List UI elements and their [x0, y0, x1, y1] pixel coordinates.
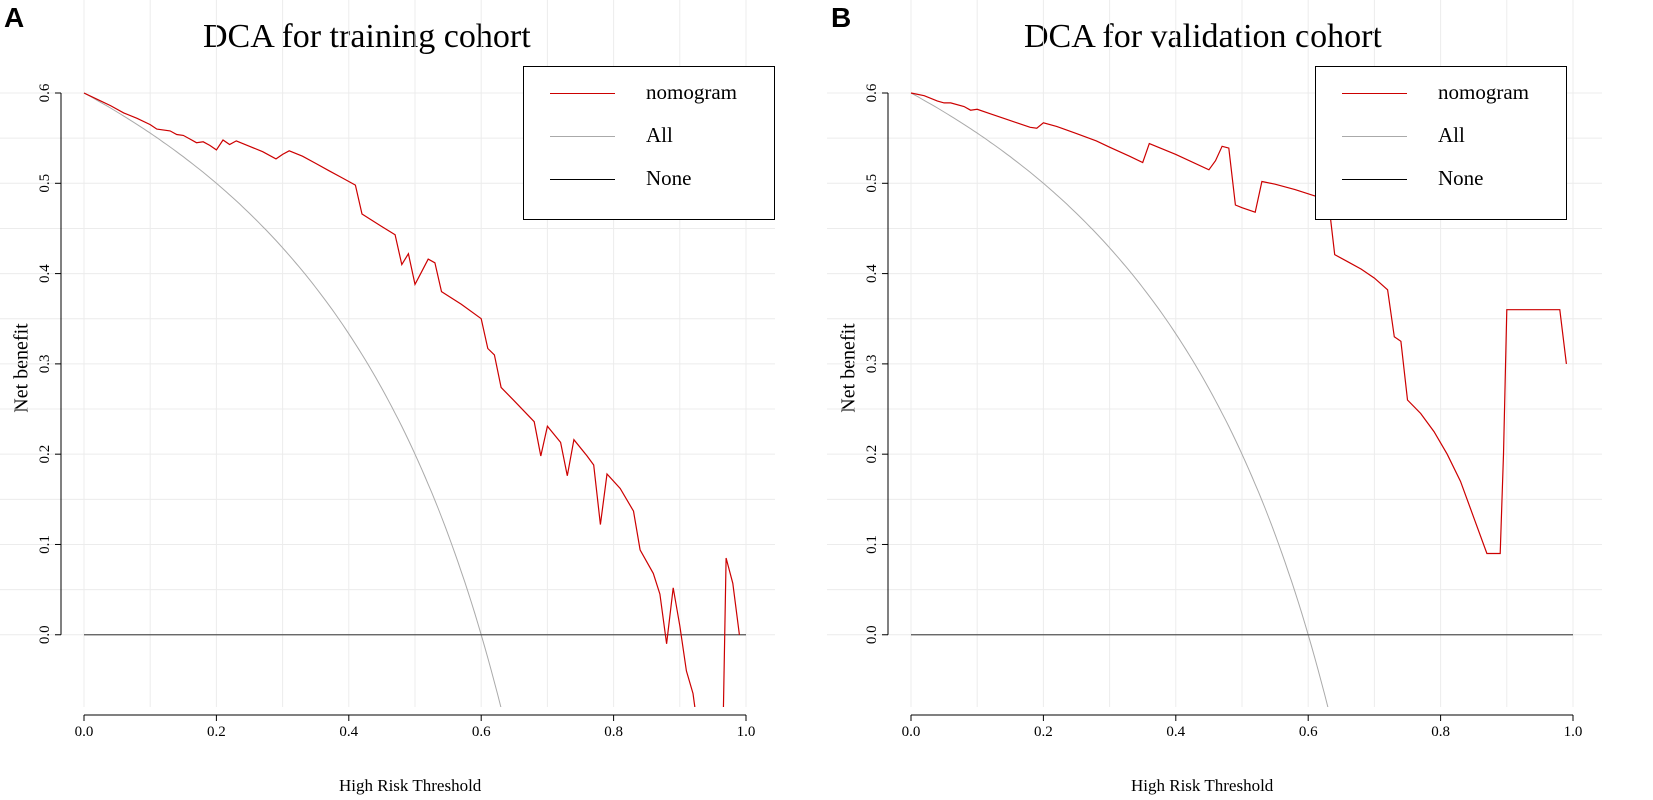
y-tick-label: 0.2 — [37, 445, 53, 464]
series-all-line — [83, 92, 502, 707]
x-tick-label: 1.0 — [1564, 724, 1583, 740]
y-tick-label: 0.4 — [864, 264, 880, 283]
y-tick-label: 0.3 — [37, 355, 53, 374]
chart-title: DCA for validation cohort — [1024, 18, 1382, 55]
x-tick-label: 0.8 — [604, 724, 623, 740]
x-tick-label: 0.0 — [902, 724, 921, 740]
y-tick-label: 0.0 — [864, 625, 880, 644]
chart-title: DCA for training cohort — [203, 18, 531, 55]
y-tick-label: 0.3 — [864, 355, 880, 374]
chart-panel: B DCA for validation cohort Net benefit … — [827, 0, 1653, 800]
series-all-line — [910, 92, 1329, 707]
x-tick-label: 0.2 — [1034, 724, 1053, 740]
x-axis-label: High Risk Threshold — [339, 776, 482, 795]
y-tick-label: 0.2 — [864, 445, 880, 464]
x-tick-label: 0.2 — [207, 724, 226, 740]
legend-entry: nomogram — [1316, 79, 1566, 109]
x-tick-label: 0.6 — [472, 724, 491, 740]
legend: nomogram All None — [523, 66, 775, 220]
x-tick-label: 0.8 — [1431, 724, 1450, 740]
legend-label: nomogram — [646, 80, 737, 104]
legend-swatch — [1342, 179, 1407, 180]
legend-label: nomogram — [1438, 80, 1529, 104]
x-tick-label: 1.0 — [737, 724, 756, 740]
legend-entry: None — [1316, 165, 1566, 195]
legend-label: All — [1438, 123, 1465, 147]
panel-letter: A — [4, 2, 25, 33]
x-tick-label: 0.0 — [75, 724, 94, 740]
x-tick-label: 0.4 — [1166, 724, 1185, 740]
legend-swatch — [550, 93, 615, 94]
legend-entry: None — [524, 165, 774, 195]
x-tick-label: 0.6 — [1299, 724, 1318, 740]
y-tick-label: 0.5 — [37, 174, 53, 193]
legend-entry: All — [1316, 122, 1566, 152]
legend-label: All — [646, 123, 673, 147]
x-tick-label: 0.4 — [339, 724, 358, 740]
y-tick-label: 0.5 — [864, 174, 880, 193]
legend: nomogram All None — [1315, 66, 1567, 220]
panel-letter: B — [831, 2, 852, 33]
legend-swatch — [550, 179, 615, 180]
legend-swatch — [1342, 93, 1407, 94]
legend-swatch — [550, 136, 615, 137]
legend-swatch — [1342, 136, 1407, 137]
y-tick-label: 0.1 — [37, 535, 53, 554]
y-tick-label: 0.1 — [864, 535, 880, 554]
series-nomogram-line — [910, 92, 1567, 555]
y-tick-label: 0.6 — [37, 83, 53, 102]
legend-entry: All — [524, 122, 774, 152]
y-tick-label: 0.4 — [37, 264, 53, 283]
legend-label: None — [1438, 166, 1484, 190]
legend-entry: nomogram — [524, 79, 774, 109]
y-tick-label: 0.6 — [864, 83, 880, 102]
chart-panel: A DCA for training cohort Net benefit Hi… — [0, 0, 826, 800]
series-nomogram-line — [83, 92, 740, 707]
x-axis-label: High Risk Threshold — [1131, 776, 1274, 795]
legend-label: None — [646, 166, 692, 190]
series-group — [83, 92, 746, 707]
series-group — [910, 92, 1573, 707]
y-tick-label: 0.0 — [37, 625, 53, 644]
